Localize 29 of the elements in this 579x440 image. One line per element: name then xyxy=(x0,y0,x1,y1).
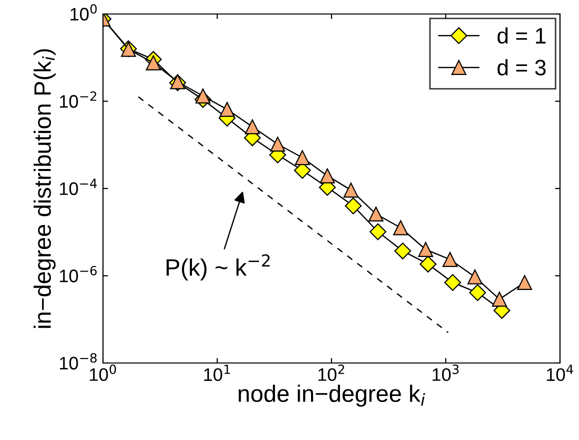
legend-label: d = 1 xyxy=(498,27,546,44)
point xyxy=(320,168,335,184)
point xyxy=(343,182,358,198)
x-axis-title: node in−degree k$_{i}$ xyxy=(238,384,426,407)
point xyxy=(294,150,310,166)
x-tick-label: 10$^{2}$ xyxy=(318,364,344,381)
y-axis-title: in−degree distribution P(k$_{i}$) xyxy=(34,49,56,328)
x-tick-label: 10$^{1}$ xyxy=(204,364,230,381)
y-tick-label: 10$^{−2}$ xyxy=(60,91,96,108)
y-tick-label: 10$^{−4}$ xyxy=(60,178,97,196)
x-tick-label: 10$^{3}$ xyxy=(432,364,459,381)
point xyxy=(195,88,210,104)
point xyxy=(492,292,507,307)
x-tick-label: 10$^{0}$ xyxy=(90,364,116,381)
point xyxy=(467,269,482,284)
y-tick-label: 10$^{−6}$ xyxy=(60,266,97,282)
y-tick-label: 10$^{0}$ xyxy=(70,4,97,21)
point xyxy=(368,206,384,222)
point xyxy=(418,242,434,257)
point xyxy=(220,102,235,117)
point xyxy=(244,119,260,134)
point xyxy=(270,136,286,152)
point xyxy=(442,252,458,267)
legend-label: d = 3 xyxy=(498,59,546,76)
point xyxy=(517,275,532,290)
x-tick-label: 10$^{4}$ xyxy=(546,364,574,381)
point xyxy=(393,220,408,236)
point xyxy=(146,55,161,70)
annotation: P(k) ~ k$^{−2}$ xyxy=(166,254,270,280)
